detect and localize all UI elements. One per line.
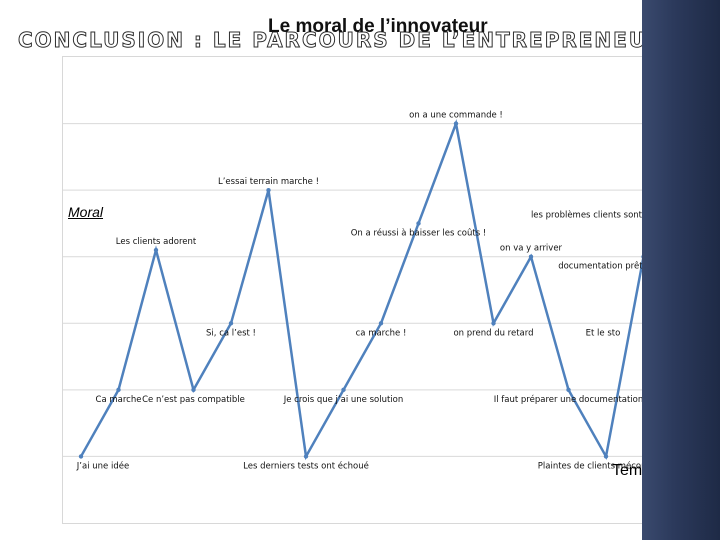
data-point bbox=[453, 121, 459, 126]
data-point bbox=[266, 187, 271, 193]
data-label: on a une commande ! bbox=[409, 111, 503, 121]
series-line bbox=[79, 118, 643, 461]
data-label: Plaintes de clients mécontents bbox=[538, 460, 643, 471]
data-point bbox=[378, 321, 384, 326]
line-chart: J’ai une idée Ca marche Les clients adoren… bbox=[63, 111, 643, 472]
data-label: Ca marche bbox=[96, 395, 142, 405]
slide-title: CONCLUSION : LE PARCOURS DE L’ENTREPRENE… bbox=[17, 28, 665, 53]
data-label: Et le sto bbox=[586, 328, 621, 338]
data-label: on va y arriver bbox=[500, 244, 563, 254]
y-axis-label: Moral bbox=[68, 204, 104, 220]
data-point bbox=[341, 387, 346, 393]
data-label: Ce n’est pas compatible bbox=[142, 395, 245, 405]
data-label: Il faut préparer une documentation bbox=[494, 394, 643, 405]
data-label: L’essai terrain marche ! bbox=[218, 177, 319, 187]
grid-lines bbox=[63, 123, 643, 457]
data-label: On a réussi à baisser les coûts ! bbox=[351, 227, 487, 238]
data-label: on prend du retard bbox=[453, 328, 533, 338]
data-point bbox=[303, 454, 309, 459]
data-point bbox=[603, 454, 609, 459]
data-point bbox=[78, 454, 84, 459]
data-label: Les derniers tests ont échoué bbox=[243, 460, 369, 471]
data-label: Les clients adorent bbox=[116, 237, 197, 247]
chart-area: J’ai une idée Ca marche Les clients adoren… bbox=[62, 56, 644, 524]
data-label: ca marche ! bbox=[356, 328, 407, 338]
data-point bbox=[153, 247, 159, 253]
data-label: Je crois que j’ai une solution bbox=[283, 395, 404, 405]
data-label: Si, ca l’est ! bbox=[206, 328, 256, 338]
side-decoration-panel bbox=[642, 0, 720, 540]
data-point bbox=[191, 387, 196, 393]
data-point bbox=[566, 387, 571, 393]
moral-line bbox=[79, 118, 643, 461]
data-label: J’ai une idée bbox=[76, 460, 129, 471]
chart-title: Le moral de l’innovateur bbox=[268, 16, 488, 37]
data-label: documentation prête bbox=[558, 261, 643, 272]
data-labels: J’ai une idée Ca marche Les clients adoren… bbox=[76, 111, 643, 472]
data-point bbox=[491, 321, 496, 326]
data-point bbox=[528, 254, 534, 259]
data-point bbox=[116, 387, 121, 393]
data-point bbox=[228, 321, 234, 326]
data-point bbox=[416, 221, 421, 226]
data-markers bbox=[78, 121, 643, 459]
data-label: les problèmes clients sont résolus bbox=[531, 209, 643, 220]
